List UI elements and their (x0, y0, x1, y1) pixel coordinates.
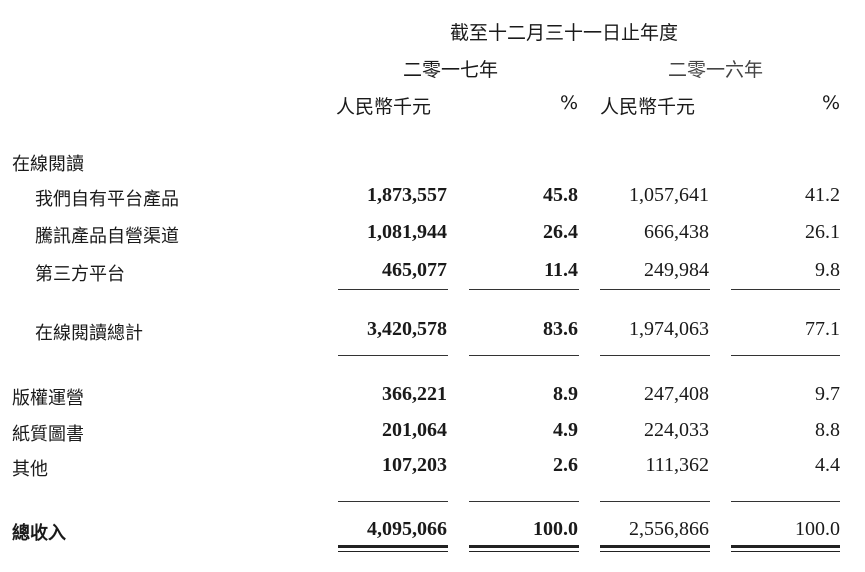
value-2017: 3,420,578 (367, 318, 447, 340)
value-2017: 1,873,557 (367, 184, 447, 206)
row-label: 第三方平台 (35, 264, 125, 285)
underline (731, 355, 840, 356)
value-2017: 4,095,066 (367, 518, 447, 540)
pct-2017: 4.9 (553, 419, 578, 441)
double-underline (731, 545, 840, 552)
double-underline (600, 545, 710, 552)
row-label: 版權運營 (12, 388, 84, 409)
pct-2017: 2.6 (553, 454, 578, 476)
value-2016: 666,438 (644, 221, 709, 243)
row-label: 其他 (12, 459, 48, 480)
currency-2017-heading: 人民幣千元 (336, 96, 432, 118)
value-2016: 224,033 (644, 419, 709, 441)
section-online-reading: 在線閱讀 (12, 154, 84, 175)
underline (469, 289, 579, 290)
pct-2017: 83.6 (543, 318, 578, 340)
underline (600, 355, 710, 356)
pct-2017: 100.0 (533, 518, 578, 540)
pct-2016: 9.8 (815, 259, 840, 281)
value-2016: 247,408 (644, 383, 709, 405)
underline (731, 501, 840, 502)
pct-2016: 100.0 (795, 518, 840, 540)
double-underline (469, 545, 579, 552)
value-2016: 1,974,063 (629, 318, 709, 340)
value-2016: 249,984 (644, 259, 709, 281)
underline (600, 501, 710, 502)
row-label: 我們自有平台產品 (35, 189, 179, 210)
value-2017: 201,064 (382, 419, 447, 441)
pct-2017: 26.4 (543, 221, 578, 243)
value-2017: 465,077 (382, 259, 447, 281)
period-heading: 截至十二月三十一日止年度 (450, 22, 679, 44)
value-2017: 107,203 (382, 454, 447, 476)
pct-2016: 9.7 (815, 383, 840, 405)
row-label: 紙質圖書 (12, 424, 84, 445)
pct-2017: 8.9 (553, 383, 578, 405)
row-label: 在線閱讀總計 (35, 323, 143, 344)
pct-2017: 45.8 (543, 184, 578, 206)
value-2016: 2,556,866 (629, 518, 709, 540)
underline (600, 289, 710, 290)
pct-2017: 11.4 (544, 259, 578, 281)
value-2016: 111,362 (645, 454, 709, 476)
value-2016: 1,057,641 (629, 184, 709, 206)
underline (469, 501, 579, 502)
value-2017: 1,081,944 (367, 221, 447, 243)
pct-2017-heading: % (559, 92, 578, 114)
underline (338, 501, 448, 502)
pct-2016: 8.8 (815, 419, 840, 441)
row-label: 騰訊產品自營渠道 (35, 226, 179, 247)
row-label: 總收入 (12, 523, 66, 544)
pct-2016: 41.2 (805, 184, 840, 206)
underline (338, 355, 448, 356)
underline (469, 355, 579, 356)
value-2017: 366,221 (382, 383, 447, 405)
pct-2016-heading: % (821, 92, 840, 114)
year-2016-heading: 二零一六年 (668, 59, 764, 81)
currency-2016-heading: 人民幣千元 (600, 96, 696, 118)
underline (338, 289, 448, 290)
pct-2016: 77.1 (805, 318, 840, 340)
underline (731, 289, 840, 290)
double-underline (338, 545, 448, 552)
pct-2016: 26.1 (805, 221, 840, 243)
year-2017-heading: 二零一七年 (403, 59, 499, 81)
pct-2016: 4.4 (815, 454, 840, 476)
